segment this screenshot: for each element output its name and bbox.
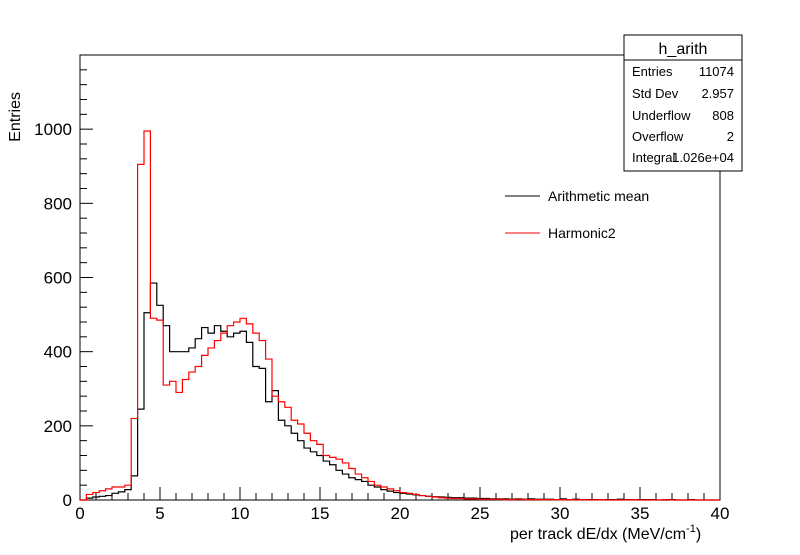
y-tick-label: 200	[44, 417, 72, 436]
stats-box-frame	[623, 34, 743, 172]
x-tick-label: 10	[231, 504, 250, 523]
y-axis-title: Entries	[7, 92, 24, 142]
x-tick-label: 15	[311, 504, 330, 523]
stats-value-std-dev: 2.957	[701, 86, 734, 101]
x-tick-label: 35	[631, 504, 650, 523]
x-axis-title: per track dE/dx (MeV/cm-1)	[510, 523, 701, 543]
x-tick-label: 20	[391, 504, 410, 523]
x-tick-label: 0	[75, 504, 84, 523]
legend: Arithmetic mean Harmonic2	[505, 188, 649, 241]
stats-label-integral: Integral	[632, 150, 675, 165]
x-axis-title-superscript: -1	[686, 523, 696, 535]
stats-value-overflow: 2	[727, 129, 734, 144]
legend-label-arithmetic-mean: Arithmetic mean	[548, 188, 649, 204]
y-tick-label: 1000	[34, 120, 72, 139]
stats-label-underflow: Underflow	[632, 108, 691, 123]
x-tick-label: 40	[711, 504, 730, 523]
stats-value-entries: 11074	[699, 64, 734, 79]
stats-label-entries: Entries	[632, 64, 673, 79]
y-tick-label: 0	[63, 491, 72, 510]
stats-value-integral: 1.026e+04	[672, 150, 734, 165]
y-tick-label: 600	[44, 269, 72, 288]
series-line-harmonic2	[80, 130, 720, 501]
y-tick-label: 400	[44, 343, 72, 362]
stats-label-overflow: Overflow	[632, 129, 684, 144]
x-axis-title-suffix: )	[696, 526, 701, 543]
x-tick-label: 25	[471, 504, 490, 523]
x-axis-title-main: per track dE/dx (MeV/cm	[510, 526, 686, 543]
stats-box-title: h_arith	[659, 41, 708, 58]
stats-value-underflow: 808	[712, 108, 734, 123]
x-tick-label: 5	[155, 504, 164, 523]
x-tick-label: 30	[551, 504, 570, 523]
stats-label-std-dev: Std Dev	[632, 86, 679, 101]
stats-box: h_arith Entries 11074 Std Dev 2.957 Unde…	[623, 34, 743, 172]
legend-label-harmonic2: Harmonic2	[548, 225, 616, 241]
y-tick-label: 800	[44, 194, 72, 213]
